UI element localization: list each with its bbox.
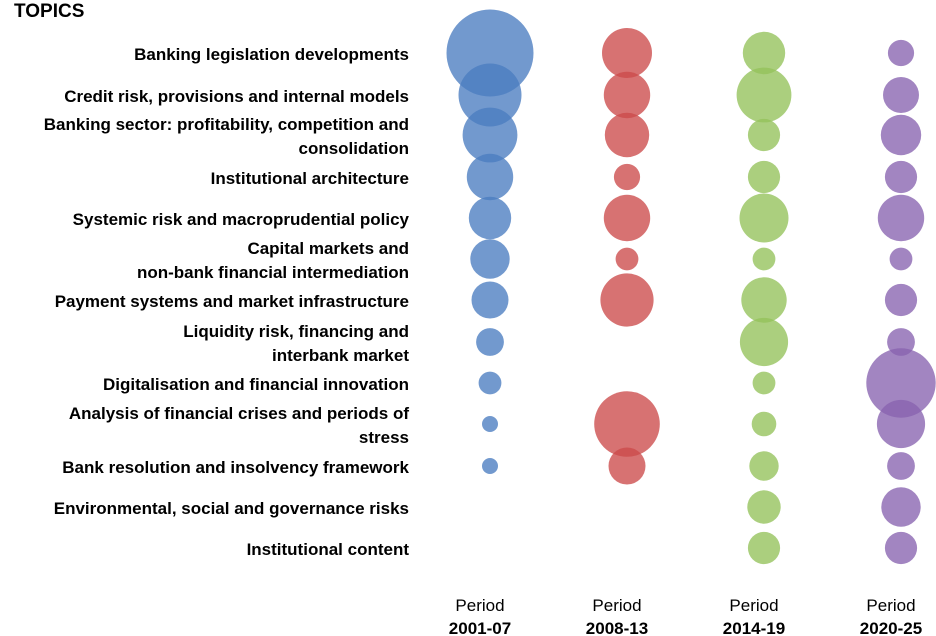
bubble [482,416,498,432]
bubble [752,371,776,395]
bubble [884,160,918,194]
bubble [742,31,786,75]
bubble [889,247,913,271]
bubble [884,531,918,565]
bubble [594,391,660,457]
topic-label: Payment systems and market infrastructur… [55,292,409,311]
topic-label: consolidation [299,139,410,158]
topic-label: Analysis of financial crises and periods… [69,404,409,423]
period-labels: Period 2001-07 Period 2008-13 Period 2014-19 P… [449,596,922,636]
bubble [866,348,936,418]
bubble [613,163,641,191]
chart-title: TOPICS [14,1,84,22]
bubble [887,452,915,480]
bubble [741,277,787,323]
bubble [881,487,921,527]
topic-label: Institutional architecture [211,169,409,188]
topic-label: interbank market [272,346,409,365]
period-label: Period [866,596,915,615]
bubble [476,328,504,356]
topic-label: Liquidity risk, financing and [183,322,409,341]
topic-label: Systemic risk and macroprudential policy [73,210,410,229]
bubble [478,371,502,395]
bubble [887,39,915,67]
topic-label: Environmental, social and governance ris… [54,499,409,518]
bubble [883,77,919,113]
bubble [749,451,779,481]
topic-label: Banking sector: profitability, competiti… [44,115,409,134]
bubble [604,112,650,158]
bubble [880,114,922,156]
period-label: Period [455,596,504,615]
bubble [466,153,514,201]
bubble [603,71,651,119]
period-label: Period [592,596,641,615]
bubble [747,118,781,152]
topic-label: non-bank financial intermediation [137,263,409,282]
bubble [471,281,509,319]
bubble [747,531,781,565]
topic-label: Banking legislation developments [134,45,409,64]
topic-labels: Banking legislation developments Credit r… [44,45,410,559]
topic-label: Credit risk, provisions and internal mod… [64,87,409,106]
bubble [736,67,792,123]
bubble [602,28,652,78]
bubble [470,239,510,279]
bubble [747,490,781,524]
topic-label: Institutional content [247,540,410,559]
topic-label: Digitalisation and financial innovation [103,375,409,394]
bubble [603,194,651,242]
period-years: 2001-07 [449,619,511,636]
bubbles [446,9,936,565]
bubble [877,194,925,242]
bubble [747,160,781,194]
bubble [600,273,654,327]
bubble [751,411,777,437]
period-years: 2014-19 [723,619,785,636]
period-label: Period [729,596,778,615]
bubble [482,458,498,474]
bubble [468,196,512,240]
bubble [876,399,926,449]
topic-label: Capital markets and [247,239,409,258]
period-years: 2020-25 [860,619,922,636]
bubble [887,328,915,356]
bubble [739,317,789,367]
topic-label: Bank resolution and insolvency framework [62,458,409,477]
bubble [462,107,518,163]
bubble [752,247,776,271]
topic-label: stress [359,428,409,447]
bubble [884,283,918,317]
bubble [458,63,522,127]
period-years: 2008-13 [586,619,648,636]
bubble [608,447,646,485]
bubble [615,247,639,271]
bubble [739,193,789,243]
